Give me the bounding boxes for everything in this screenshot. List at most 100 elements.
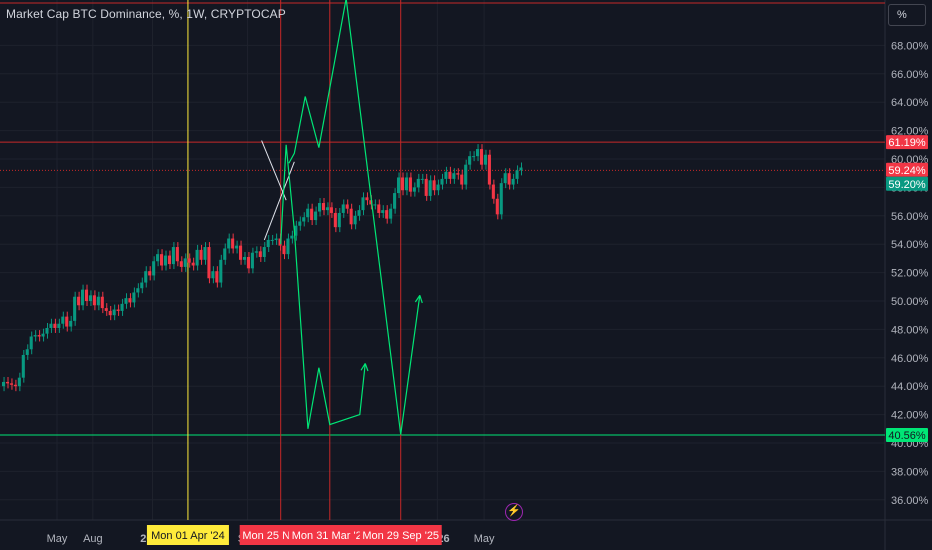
price-label: 40.56%: [888, 430, 926, 442]
candle: [499, 183, 503, 215]
candle: [45, 327, 49, 334]
candle: [298, 221, 302, 226]
x-tick-label: May: [474, 533, 495, 545]
candle: [468, 156, 472, 165]
x-tick-label: Aug: [83, 533, 103, 545]
candle: [29, 336, 33, 350]
candle: [389, 208, 393, 219]
candle: [104, 308, 108, 311]
candle: [310, 208, 314, 221]
date-label-box: [288, 525, 371, 545]
candle: [227, 238, 231, 249]
candle: [373, 204, 377, 206]
candle: [219, 259, 223, 283]
candle: [428, 180, 432, 196]
candle: [53, 323, 57, 328]
y-tick-label: 42.00%: [891, 410, 929, 422]
candle: [262, 247, 266, 257]
candle: [408, 177, 412, 192]
candle: [365, 197, 369, 201]
candle: [84, 289, 89, 301]
price-label-box: [886, 162, 928, 177]
candle: [231, 238, 235, 249]
projection-path-bull: [288, 0, 421, 435]
candle: [515, 170, 519, 179]
date-label-box: [359, 525, 442, 545]
candle: [156, 254, 160, 262]
candle: [476, 149, 480, 157]
candle: [116, 309, 120, 311]
candle: [124, 298, 128, 304]
triangle-upper-line: [261, 140, 287, 201]
candle: [49, 323, 53, 328]
candle: [416, 178, 420, 188]
candle: [254, 251, 258, 253]
candle: [57, 323, 61, 328]
candle: [333, 212, 337, 228]
candle: [400, 177, 405, 191]
chart-title: Market Cap BTC Dominance, %, 1W, CRYPTOC…: [6, 7, 286, 21]
candle: [160, 254, 164, 266]
candle: [420, 178, 424, 180]
candle: [290, 235, 294, 239]
candle: [507, 173, 511, 185]
projection-arrowhead: [419, 295, 423, 304]
candle: [258, 251, 262, 257]
projection-arrowhead: [360, 363, 366, 371]
price-label: 59.20%: [888, 179, 926, 191]
candle: [456, 173, 460, 175]
candle: [345, 204, 349, 209]
candle: [65, 316, 69, 327]
candle: [444, 171, 448, 179]
candle: [112, 309, 116, 316]
candle: [144, 271, 148, 283]
price-label: 61.19%: [888, 137, 926, 149]
candle: [100, 296, 104, 309]
candle: [211, 271, 215, 279]
scale-unit-button[interactable]: %: [888, 4, 926, 26]
candle: [341, 204, 345, 213]
y-tick-label: 44.00%: [891, 381, 929, 393]
candle: [361, 197, 365, 211]
candle: [274, 238, 278, 240]
candle: [337, 212, 341, 228]
candle: [385, 210, 389, 219]
candle: [239, 245, 243, 260]
candle: [436, 184, 440, 191]
y-tick-label: 54.00%: [891, 239, 929, 251]
projection-arrowhead: [414, 294, 421, 303]
candle: [519, 167, 523, 171]
candle: [286, 238, 290, 255]
date-label: Mon 01 Apr '24: [151, 530, 225, 542]
candle: [294, 225, 298, 236]
candle: [215, 271, 219, 283]
candle: [357, 210, 361, 216]
candle: [491, 184, 495, 199]
projection-path-bear: [280, 144, 366, 429]
candle: [17, 377, 21, 387]
candle: [140, 282, 144, 289]
candle: [495, 198, 499, 215]
candle: [77, 296, 81, 306]
candle: [472, 156, 476, 158]
projection-arrowhead: [364, 363, 369, 372]
y-tick-label: 38.00%: [891, 466, 929, 478]
candle: [152, 261, 156, 276]
candle: [479, 149, 484, 165]
price-label-box: [886, 135, 928, 150]
price-label-box: [886, 428, 928, 443]
candle: [37, 335, 41, 337]
candle: [235, 245, 239, 249]
candle: [2, 381, 6, 387]
candle: [246, 256, 250, 269]
candle: [167, 255, 171, 265]
y-tick-label: 56.00%: [891, 211, 929, 223]
price-label-box: [886, 176, 928, 191]
lightning-icon[interactable]: ⚡: [505, 503, 523, 521]
price-label: 59.24%: [888, 165, 926, 177]
candle: [33, 335, 37, 337]
candle: [349, 208, 353, 225]
y-tick-label: 50.00%: [891, 296, 929, 308]
